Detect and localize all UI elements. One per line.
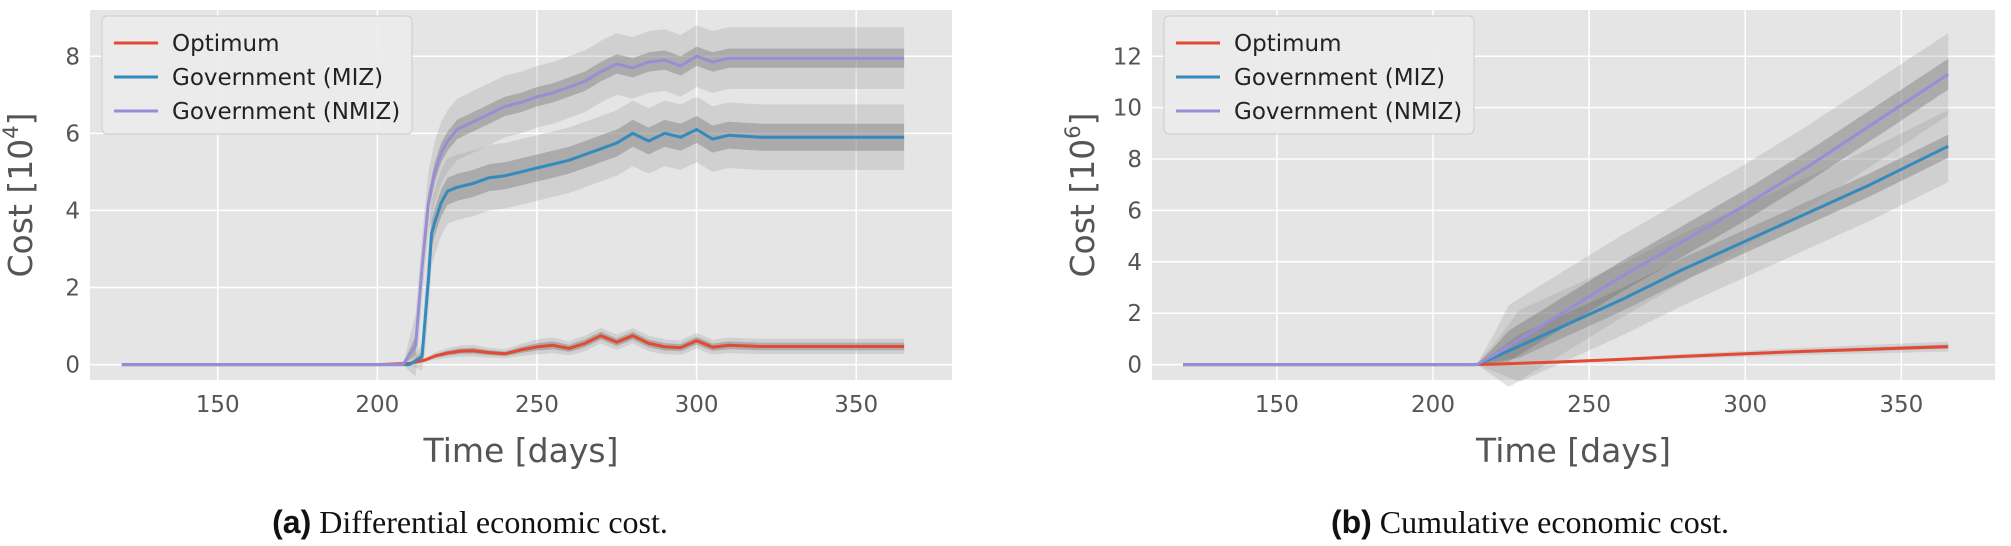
y-axis-label-exponent: 6 (1061, 125, 1085, 138)
x-axis-label: Time [days] (1475, 431, 1671, 470)
series-line (1183, 72, 1950, 367)
chart-differential-cost: 150 200 250 300 350 0 2 4 6 8 Time [days] Cost [… (0, 10, 952, 470)
band-inner (121, 116, 905, 365)
x-tick-label: 250 (515, 392, 559, 418)
y-tick-label: 0 (1127, 353, 1142, 379)
series-line (121, 54, 905, 367)
y-tick-label: 2 (65, 276, 80, 302)
y-axis-label-base: Cost [10 (1, 139, 40, 278)
y-tick-label: 2 (1127, 301, 1142, 327)
x-tick-label: 150 (1255, 392, 1299, 418)
y-axis-label: Cost [104] (0, 113, 40, 278)
series-line (121, 128, 905, 367)
y-tick-label: 8 (1127, 147, 1142, 173)
chart-cumulative-cost: 150 200 250 300 350 0 2 4 6 8 10 12 Time [days] Co… (1061, 10, 1995, 470)
caption-a-tag: (a) (272, 504, 311, 540)
caption-b: (b) Cumulative economic cost. (1331, 504, 1729, 540)
legend-box (1163, 15, 1475, 135)
x-tick-labels: 150 200 250 300 350 (196, 392, 878, 418)
y-tick-label: 6 (1127, 198, 1142, 224)
y-tick-label: 10 (1113, 96, 1142, 122)
x-tick-label: 150 (196, 392, 240, 418)
x-tick-label: 250 (1567, 392, 1611, 418)
x-tick-label: 200 (1411, 392, 1455, 418)
y-axis-label-close: ] (1063, 113, 1102, 126)
legend-box (101, 15, 413, 135)
caption-a: (a) Differential economic cost. (272, 504, 668, 540)
legend-label: Government (MIZ) (172, 65, 383, 91)
y-tick-label: 12 (1113, 44, 1142, 70)
series-lines (1183, 72, 1950, 367)
legend: Optimum Government (MIZ) Government (NMIZ) (1163, 15, 1475, 135)
legend-label: Government (MIZ) (1234, 65, 1445, 91)
x-tick-labels: 150 200 250 300 350 (1255, 392, 1923, 418)
legend-label: Government (NMIZ) (1234, 99, 1462, 125)
y-tick-label: 0 (65, 353, 80, 379)
band-inner (1183, 134, 1949, 365)
x-tick-label: 350 (1879, 392, 1923, 418)
legend-label: Optimum (1234, 31, 1342, 57)
y-tick-labels: 0 2 4 6 8 (65, 44, 80, 378)
y-tick-label: 8 (65, 44, 80, 70)
x-axis-label: Time [days] (423, 431, 619, 470)
x-tick-label: 350 (834, 392, 878, 418)
caption-b-tag: (b) (1331, 504, 1372, 540)
y-axis-label: Cost [106] (1061, 113, 1102, 278)
caption-a-text: Differential economic cost. (319, 504, 668, 540)
series-lines (121, 54, 905, 367)
caption-b-text: Cumulative economic cost. (1380, 504, 1729, 540)
x-tick-label: 300 (1723, 392, 1767, 418)
y-tick-labels: 0 2 4 6 8 10 12 (1113, 44, 1142, 378)
y-tick-label: 6 (65, 121, 80, 147)
band-outer (1183, 110, 1949, 382)
band-inner (121, 46, 905, 365)
y-tick-label: 4 (1127, 250, 1142, 276)
band-inner (1183, 58, 1949, 365)
y-axis-label-base: Cost [10 (1063, 139, 1102, 278)
band-inner (121, 331, 905, 365)
legend-label: Optimum (172, 31, 280, 57)
legend: Optimum Government (MIZ) Government (NMIZ) (101, 15, 413, 135)
x-tick-label: 200 (355, 392, 399, 418)
legend-label: Government (NMIZ) (172, 99, 400, 125)
y-axis-label-exponent: 4 (0, 125, 23, 138)
band-outer (1183, 33, 1949, 387)
band-outer (121, 96, 905, 371)
y-axis-label-close: ] (1, 113, 40, 126)
y-tick-label: 4 (65, 198, 80, 224)
band-outer (121, 25, 905, 377)
x-tick-label: 300 (675, 392, 719, 418)
series-line (121, 334, 905, 367)
